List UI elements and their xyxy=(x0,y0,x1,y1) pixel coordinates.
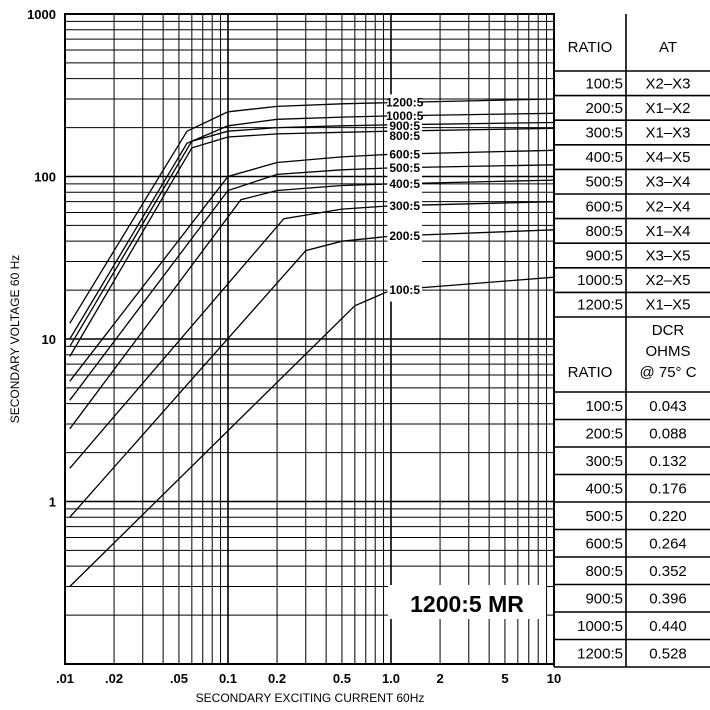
at-row-ratio: 500:5 xyxy=(585,174,623,191)
at-row-taps: X3–X5 xyxy=(645,248,690,265)
table-header-at: AT xyxy=(659,39,677,56)
x-tick-label: 2 xyxy=(436,671,443,686)
dcr-row-ratio: 400:5 xyxy=(585,480,623,497)
x-tick-label: .01 xyxy=(56,671,74,686)
at-row-ratio: 400:5 xyxy=(585,149,623,166)
x-tick-label: 10 xyxy=(547,671,561,686)
at-row-taps: X1–X3 xyxy=(645,125,690,142)
at-row-ratio: 1000:5 xyxy=(577,272,623,289)
dcr-row-ratio: 500:5 xyxy=(585,508,623,525)
dcr-row-value: 0.440 xyxy=(649,618,687,635)
at-row-ratio: 900:5 xyxy=(585,248,623,265)
curve-label: 300:5 xyxy=(389,199,420,213)
dcr-row-value: 0.132 xyxy=(649,453,687,470)
curve-label: 1000:5 xyxy=(386,109,424,123)
dcr-row-value: 0.264 xyxy=(649,535,687,552)
curve-300-5 xyxy=(69,201,555,469)
x-tick-labels: .01 .02 .05 0.1 0.2 0.5 1.0 2 5 10 xyxy=(56,671,561,686)
y-tick-label: 10 xyxy=(42,332,56,347)
x-tick-label: 1.0 xyxy=(382,671,400,686)
curve-label: 500:5 xyxy=(389,161,420,175)
at-row-taps: X1–X4 xyxy=(645,223,690,240)
dcr-row-ratio: 1000:5 xyxy=(577,618,623,635)
y-tick-label: 1 xyxy=(49,495,56,510)
dcr-row-value: 0.220 xyxy=(649,508,687,525)
curve-label: 100:5 xyxy=(389,283,420,297)
curve-100-5 xyxy=(69,276,555,587)
dcr-row-ratio: 600:5 xyxy=(585,535,623,552)
x-tick-label: .05 xyxy=(170,671,188,686)
x-tick-label: 0.1 xyxy=(219,671,237,686)
dcr-row-value: 0.088 xyxy=(649,425,687,442)
table-header-dcr: DCR xyxy=(652,322,685,339)
at-row-taps: X1–X5 xyxy=(645,297,690,314)
curve-label: 600:5 xyxy=(389,147,420,161)
dcr-row-ratio: 900:5 xyxy=(585,590,623,607)
at-row-ratio: 600:5 xyxy=(585,198,623,215)
table-header-temp: @ 75° C xyxy=(639,364,696,381)
model-badge: 1200:5 MR xyxy=(388,585,546,619)
dcr-row-value: 0.352 xyxy=(649,563,687,580)
at-row-ratio: 200:5 xyxy=(585,100,623,117)
dcr-row-ratio: 1200:5 xyxy=(577,645,623,662)
at-row-ratio: 1200:5 xyxy=(577,297,623,314)
dcr-row-value: 0.528 xyxy=(649,645,687,662)
x-tick-label: .02 xyxy=(105,671,123,686)
at-row-taps: X2–X3 xyxy=(645,75,690,92)
model-badge-text: 1200:5 MR xyxy=(410,591,524,617)
dcr-row-ratio: 200:5 xyxy=(585,425,623,442)
table-header-ratio-dcr: RATIO xyxy=(568,364,613,381)
table-header-ratio: RATIO xyxy=(568,39,613,56)
x-tick-label: 5 xyxy=(501,671,508,686)
at-row-taps: X4–X5 xyxy=(645,149,690,166)
curve-label: 400:5 xyxy=(389,177,420,191)
at-row-taps: X2–X4 xyxy=(645,198,690,215)
x-tick-label: 0.5 xyxy=(333,671,351,686)
x-axis-label: SECONDARY EXCITING CURRENT 60Hz xyxy=(196,691,425,705)
dcr-row-value: 0.176 xyxy=(649,480,687,497)
at-row-ratio: 300:5 xyxy=(585,125,623,142)
at-row-taps: X2–X5 xyxy=(645,272,690,289)
curve-label: 900:5 xyxy=(389,119,420,133)
y-tick-label: 1000 xyxy=(27,7,56,22)
dcr-row-ratio: 300:5 xyxy=(585,453,623,470)
y-axis-label: SECONDARY VOLTAGE 60 Hz xyxy=(8,255,22,424)
curve-label: 800:5 xyxy=(389,129,420,143)
at-row-ratio: 800:5 xyxy=(585,223,623,240)
dcr-row-value: 0.396 xyxy=(649,590,687,607)
dcr-row-value: 0.043 xyxy=(649,398,687,415)
x-tick-label: 0.2 xyxy=(268,671,286,686)
table-header-ohms: OHMS xyxy=(646,343,691,360)
at-row-ratio: 100:5 xyxy=(585,75,623,92)
curve-label: 1200:5 xyxy=(386,96,424,110)
curve-label-background xyxy=(387,94,423,302)
curve-label: 200:5 xyxy=(389,229,420,243)
y-tick-labels: 1000 100 10 1 xyxy=(27,7,56,510)
y-tick-label: 100 xyxy=(34,170,56,185)
at-row-taps: X3–X4 xyxy=(645,174,690,191)
dcr-row-ratio: 800:5 xyxy=(585,563,623,580)
curve-200-5 xyxy=(69,229,555,518)
at-row-taps: X1–X2 xyxy=(645,100,690,117)
ratio-table: RATIO AT 100:5 X2–X3 200:5 X1–X2 300:5 X1–X3 400… xyxy=(553,14,710,668)
dcr-row-ratio: 100:5 xyxy=(585,398,623,415)
grid-lines xyxy=(65,14,554,664)
